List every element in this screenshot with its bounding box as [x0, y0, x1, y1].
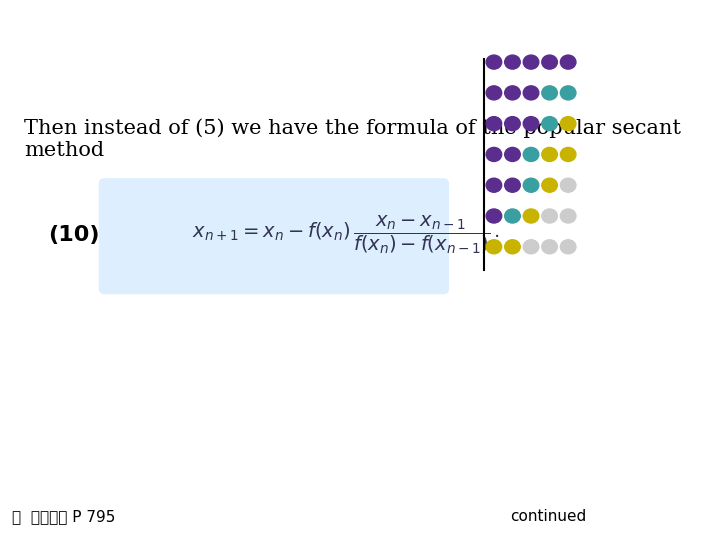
- Circle shape: [542, 86, 557, 100]
- Circle shape: [560, 209, 576, 223]
- Circle shape: [486, 86, 502, 100]
- Text: $x_{n+1} = x_n - f(x_n)\,\dfrac{x_n - x_{n-1}}{f(x_n) - f(x_{n-1})}\,.$: $x_{n+1} = x_n - f(x_n)\,\dfrac{x_n - x_…: [192, 213, 500, 256]
- Circle shape: [505, 55, 521, 69]
- Text: continued: continued: [510, 509, 587, 524]
- Circle shape: [505, 117, 521, 131]
- Circle shape: [523, 147, 539, 161]
- Circle shape: [486, 209, 502, 223]
- Circle shape: [523, 117, 539, 131]
- Circle shape: [486, 240, 502, 254]
- Circle shape: [505, 86, 521, 100]
- Circle shape: [523, 209, 539, 223]
- Circle shape: [486, 55, 502, 69]
- Circle shape: [560, 240, 576, 254]
- Circle shape: [560, 117, 576, 131]
- Circle shape: [505, 240, 521, 254]
- Circle shape: [523, 240, 539, 254]
- Circle shape: [486, 147, 502, 161]
- Circle shape: [542, 117, 557, 131]
- Circle shape: [542, 55, 557, 69]
- Circle shape: [560, 55, 576, 69]
- Circle shape: [505, 178, 521, 192]
- Circle shape: [523, 55, 539, 69]
- Circle shape: [560, 147, 576, 161]
- Text: ⓘ  歐亞書局 P 795: ⓘ 歐亞書局 P 795: [12, 509, 115, 524]
- Text: Then instead of (5) we have the formula of the popular secant
method: Then instead of (5) we have the formula …: [24, 119, 681, 160]
- Circle shape: [542, 209, 557, 223]
- Circle shape: [523, 178, 539, 192]
- Circle shape: [486, 117, 502, 131]
- FancyBboxPatch shape: [99, 178, 449, 294]
- Circle shape: [486, 178, 502, 192]
- Circle shape: [542, 178, 557, 192]
- Circle shape: [542, 240, 557, 254]
- Circle shape: [505, 147, 521, 161]
- Circle shape: [542, 147, 557, 161]
- Circle shape: [505, 209, 521, 223]
- Circle shape: [560, 86, 576, 100]
- Circle shape: [523, 86, 539, 100]
- Circle shape: [560, 178, 576, 192]
- Text: (10): (10): [48, 225, 99, 245]
